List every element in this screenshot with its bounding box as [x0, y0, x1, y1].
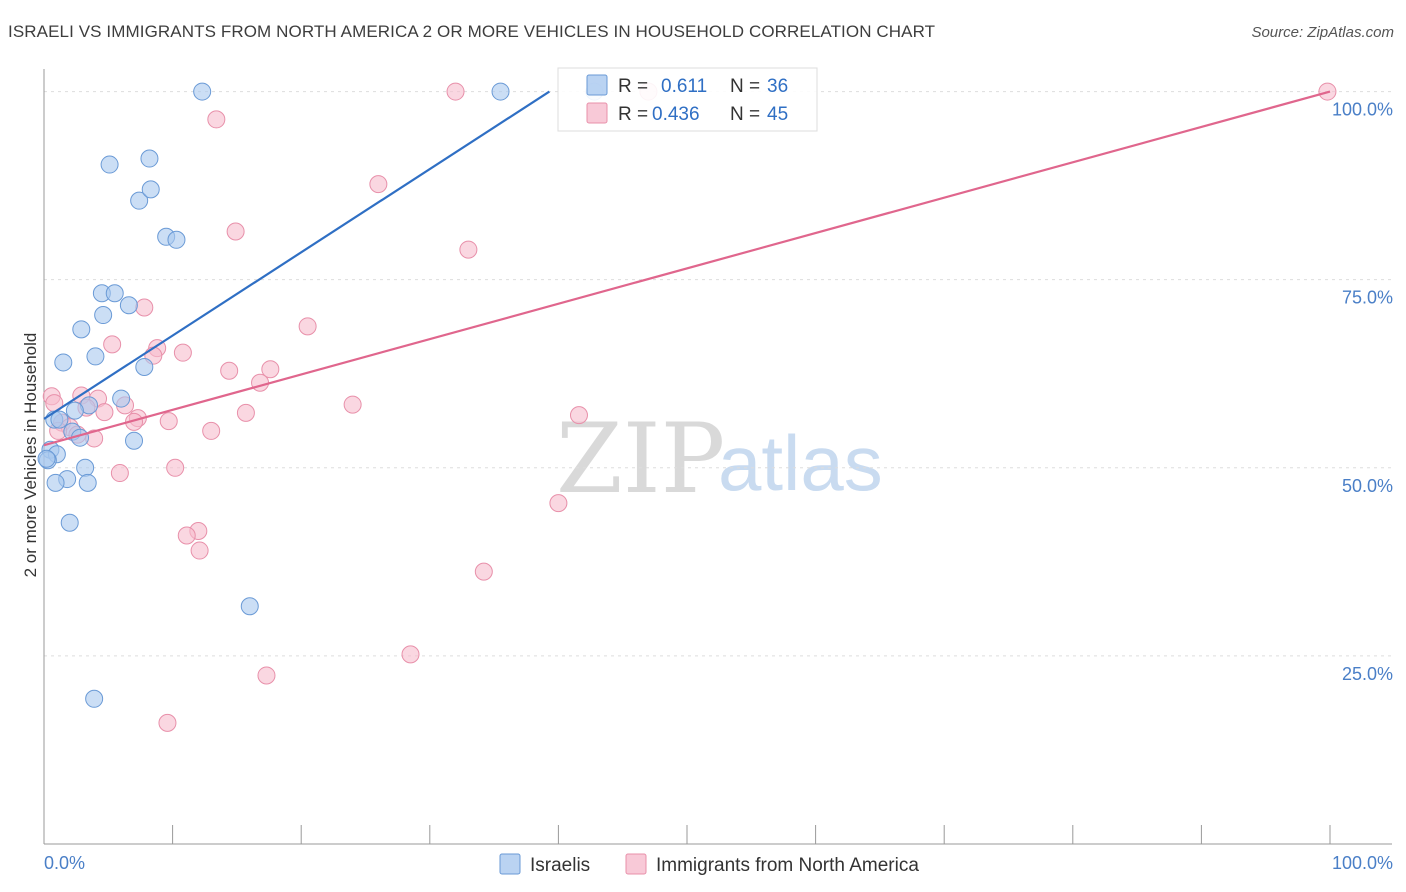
legend-swatch-israelis — [586, 74, 608, 96]
point-israelis — [240, 597, 259, 616]
point-israelis — [135, 357, 154, 376]
point-immigrants — [166, 458, 185, 477]
point-immigrants — [177, 526, 196, 545]
legend-r-value: 0.611 — [661, 76, 707, 97]
point-israelis — [46, 473, 65, 492]
watermark-atlas: atlas — [718, 419, 883, 507]
point-immigrants — [103, 335, 122, 354]
point-immigrants — [257, 666, 276, 685]
point-immigrants — [251, 373, 270, 392]
chart-title: ISRAELI VS IMMIGRANTS FROM NORTH AMERICA… — [8, 22, 936, 41]
x-tick-labels: 0.0% 100.0% — [44, 853, 1393, 873]
point-immigrants — [207, 110, 226, 129]
y-tick-labels: 25.0% 50.0% 75.0% 100.0% — [1332, 100, 1393, 684]
trend-line-israelis — [43, 90, 550, 420]
point-immigrants — [173, 343, 192, 362]
x-tick-label: 100.0% — [1332, 853, 1393, 873]
bottom-legend-swatch-immigrants — [625, 853, 647, 875]
gridlines — [44, 91, 1392, 657]
point-immigrants — [369, 175, 388, 194]
point-immigrants — [343, 395, 362, 414]
point-israelis — [491, 82, 510, 101]
series-israelis-points — [37, 82, 604, 708]
point-israelis — [85, 689, 104, 708]
point-israelis — [125, 431, 144, 450]
point-israelis — [193, 82, 212, 101]
y-tick-label: 75.0% — [1342, 288, 1393, 308]
point-immigrants — [202, 421, 221, 440]
point-israelis — [78, 473, 97, 492]
point-immigrants — [226, 222, 245, 241]
point-israelis — [54, 353, 73, 372]
point-immigrants — [159, 412, 178, 431]
series-legend: Israelis Immigrants from North America — [499, 853, 919, 876]
point-israelis — [119, 296, 138, 315]
point-israelis — [112, 389, 131, 408]
point-immigrants — [158, 713, 177, 732]
point-immigrants — [220, 361, 239, 380]
point-immigrants — [549, 494, 568, 513]
legend-n-value: 45 — [767, 104, 788, 125]
bottom-legend-swatch-israelis — [499, 853, 521, 875]
point-israelis — [167, 230, 186, 249]
legend-n-label: N = — [730, 104, 760, 125]
point-israelis — [76, 458, 95, 477]
point-immigrants — [401, 645, 420, 664]
bottom-legend-label-israelis: Israelis — [530, 855, 590, 876]
source-label: Source: ZipAtlas.com — [1251, 24, 1394, 41]
point-israelis — [86, 347, 105, 366]
x-tick-label: 0.0% — [44, 853, 85, 873]
point-immigrants — [459, 240, 478, 259]
point-israelis — [72, 320, 91, 339]
point-israelis — [60, 513, 79, 532]
point-immigrants — [236, 403, 255, 422]
point-immigrants — [474, 562, 493, 581]
legend-r-label: R = — [618, 104, 648, 125]
point-israelis — [94, 306, 113, 325]
legend-n-label: N = — [730, 76, 760, 97]
point-immigrants — [110, 464, 129, 483]
trend-line-immigrants — [43, 90, 1331, 447]
point-immigrants — [190, 541, 209, 560]
point-israelis — [37, 449, 56, 468]
point-israelis — [130, 191, 149, 210]
y-tick-label: 50.0% — [1342, 476, 1393, 496]
y-axis-label: 2 or more Vehicles in Household — [21, 333, 40, 578]
bottom-legend-label-immigrants: Immigrants from North America — [656, 855, 919, 876]
y-tick-label: 100.0% — [1332, 100, 1393, 120]
point-immigrants — [446, 82, 465, 101]
point-israelis — [65, 401, 84, 420]
point-israelis — [105, 284, 124, 303]
point-immigrants — [135, 298, 154, 317]
point-immigrants — [95, 403, 114, 422]
legend-swatch-immigrants — [586, 102, 608, 124]
legend-r-label: R = — [618, 76, 648, 97]
y-tick-label: 25.0% — [1342, 664, 1393, 684]
point-immigrants — [298, 317, 317, 336]
point-israelis — [140, 149, 159, 168]
series-immigrants-points — [42, 82, 1337, 732]
point-immigrants — [261, 360, 280, 379]
point-israelis — [141, 180, 160, 199]
legend-n-value: 36 — [767, 76, 788, 97]
point-immigrants — [569, 406, 588, 425]
trend-lines — [43, 90, 1331, 447]
point-israelis — [50, 410, 69, 429]
stats-legend: R = 0.611 N = 36 R = 0.436 N = 45 — [557, 67, 818, 132]
point-israelis — [100, 155, 119, 174]
legend-r-value: 0.436 — [652, 104, 700, 125]
